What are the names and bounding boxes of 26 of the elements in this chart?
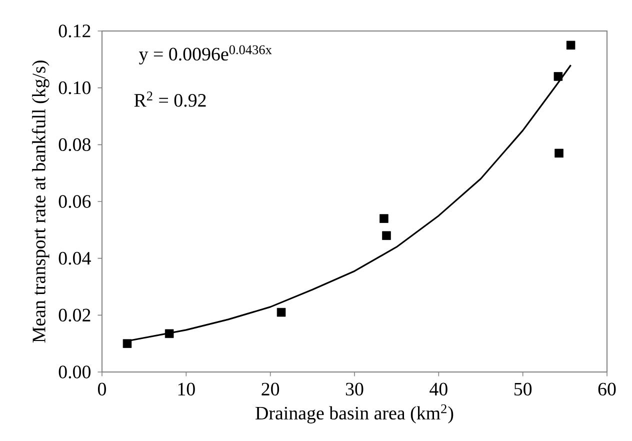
point bbox=[554, 148, 564, 158]
y-tick-label: 0.10 bbox=[58, 81, 91, 94]
point bbox=[566, 40, 576, 50]
y-axis-title: Mean transport rate at bankfull (kg/s) bbox=[32, 60, 50, 343]
point bbox=[122, 339, 132, 348]
point bbox=[164, 329, 174, 338]
x-tick-label: 60 bbox=[598, 382, 616, 396]
point bbox=[276, 308, 286, 317]
y-tick-label: 0.12 bbox=[58, 24, 90, 38]
y-tick-label: 0.04 bbox=[58, 252, 91, 265]
annotation: R$^{2}$ = 0.92 bbox=[134, 92, 206, 107]
annotation: y = 0.0096e$^{0.0436x}$ bbox=[139, 45, 272, 64]
point bbox=[382, 231, 391, 240]
x-axis-title: Drainage basin area (km$^{2}$) bbox=[256, 404, 454, 424]
y-tick-label: 0.00 bbox=[58, 366, 91, 378]
x-tick-label: 50 bbox=[514, 382, 532, 396]
x-tick-label: 30 bbox=[346, 382, 364, 396]
point bbox=[554, 72, 563, 81]
y-tick-label: 0.02 bbox=[58, 308, 90, 322]
y-tick-label: 0.08 bbox=[58, 138, 91, 152]
x-tick-label: 10 bbox=[178, 382, 195, 396]
point bbox=[380, 214, 388, 223]
x-tick-label: 40 bbox=[430, 382, 448, 396]
x-tick-label: 20 bbox=[262, 382, 280, 396]
x-tick-label: 0 bbox=[98, 382, 106, 396]
y-tick-label: 0.06 bbox=[58, 195, 91, 208]
